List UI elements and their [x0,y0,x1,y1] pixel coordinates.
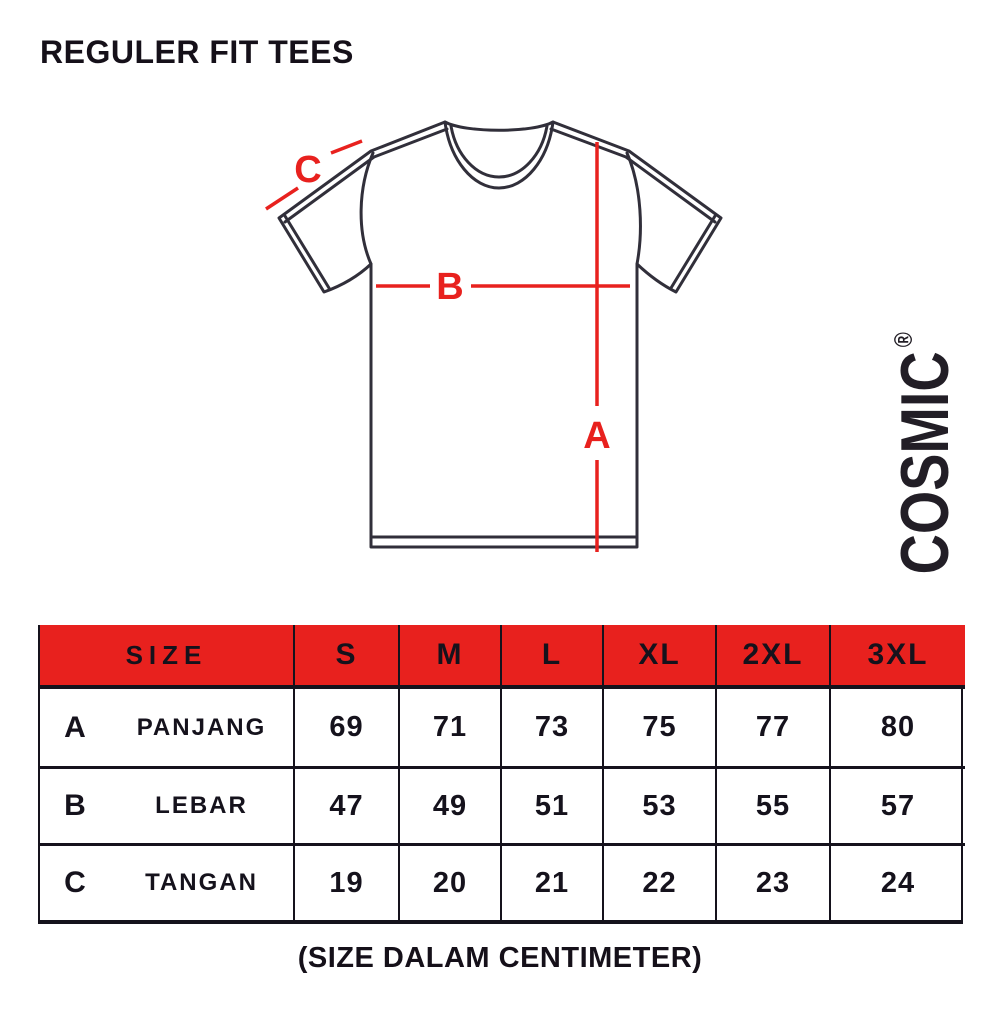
size-column-header-xl: XL [602,625,715,689]
table-value: 73 [500,689,602,766]
left-cuff-line [283,214,331,290]
collar-inner-line [449,124,549,179]
size-column-header-3xl: 3XL [829,625,965,689]
right-armhole-seam [625,151,642,266]
brand-logo-text: COSMIC ® [886,331,963,575]
table-value: 49 [398,766,500,843]
right-cuff-line [669,214,717,290]
collar-outer-line [443,120,555,190]
row-name: LEBAR [110,766,293,843]
units-caption: (SIZE DALAM CENTIMETER) [297,942,703,974]
row-letter: C [40,843,110,920]
right-shoulder-seam [549,127,717,224]
left-armhole-seam [359,151,375,266]
measure-label-a: A [583,415,610,457]
row-name: PANJANG [136,713,267,741]
table-value: 47 [293,766,398,843]
brand-logo: COSMIC ® [886,318,963,588]
table-value: 21 [500,843,602,920]
brand-name: COSMIC [886,351,963,575]
table-value: 51 [500,766,602,843]
measure-label-c: C [294,149,321,191]
page-title: REGULER FIT TEES [40,34,354,70]
table-value: 20 [398,843,500,920]
row-letter: A [64,710,86,744]
row-letter: B [40,766,110,843]
table-value: 71 [398,689,500,766]
table-value: 69 [293,689,398,766]
table-value: 23 [715,843,829,920]
table-value: 57 [829,766,965,843]
size-header-label: SIZE [40,625,293,689]
table-value: 77 [715,689,829,766]
tshirt-outline [277,120,723,549]
size-column-header-s: S [293,625,398,689]
left-shoulder-seam [283,127,449,224]
table-value: 53 [602,766,715,843]
table-value: 24 [829,843,965,920]
measure-label-b: B [436,266,463,308]
registered-trademark-icon: ® [889,331,918,347]
size-table: SIZE S M L XL 2XL 3XL A PANJANG 69 71 73… [38,625,965,924]
size-column-header-l: L [500,625,602,689]
tshirt-measurement-diagram: A B C [265,120,723,552]
size-column-header-m: M [398,625,500,689]
table-value: 75 [602,689,715,766]
table-value: 55 [715,766,829,843]
row-name: TANGAN [110,843,293,920]
measure-line-c [265,139,363,211]
table-value: 22 [602,843,715,920]
table-value: 19 [293,843,398,920]
size-column-header-2xl: 2XL [715,625,829,689]
table-value: 80 [829,689,965,766]
